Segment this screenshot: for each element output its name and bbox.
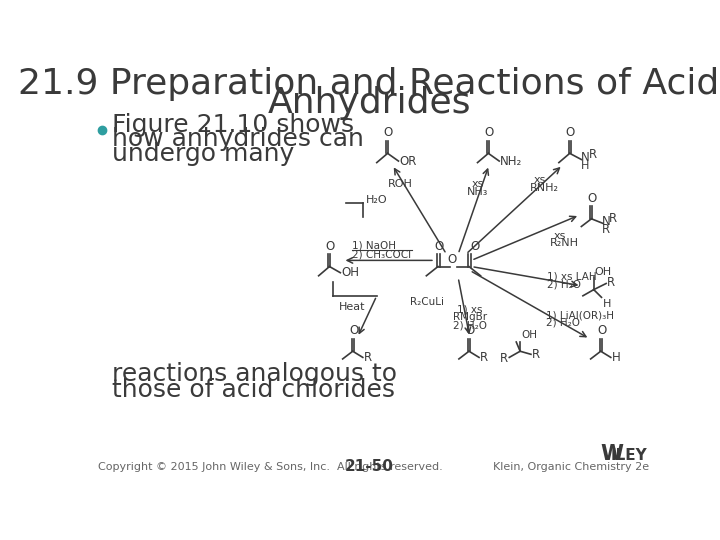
Text: xs: xs (534, 176, 546, 185)
Text: xs: xs (472, 179, 484, 189)
Text: xs: xs (554, 231, 566, 241)
Text: 1) xs LAH: 1) xs LAH (547, 272, 597, 281)
Text: R: R (480, 351, 488, 364)
Text: those of acid chlorides: those of acid chlorides (112, 378, 395, 402)
Text: R: R (589, 148, 597, 161)
Text: reactions analogous to: reactions analogous to (112, 362, 397, 386)
Text: Copyright © 2015 John Wiley & Sons, Inc.  All rights reserved.: Copyright © 2015 John Wiley & Sons, Inc.… (98, 462, 443, 472)
Text: H₂O: H₂O (366, 194, 387, 205)
Text: R: R (601, 223, 610, 236)
Text: OH: OH (521, 330, 537, 340)
Text: NH₃: NH₃ (467, 187, 488, 197)
Text: O: O (434, 240, 444, 253)
Text: R₂CuLi: R₂CuLi (410, 297, 444, 307)
Text: R: R (532, 348, 540, 361)
Text: 2) CH₃COCl: 2) CH₃COCl (352, 250, 411, 260)
Text: O: O (471, 240, 480, 253)
Text: OR: OR (399, 154, 417, 167)
Text: OH: OH (341, 266, 359, 279)
Text: 1) LiAl(OR)₃H: 1) LiAl(OR)₃H (546, 310, 613, 320)
Text: O: O (349, 325, 358, 338)
Text: 2) H₂O: 2) H₂O (547, 279, 581, 289)
Text: 21-50: 21-50 (345, 459, 393, 474)
Text: O: O (447, 253, 456, 266)
Text: R: R (364, 351, 372, 364)
Text: ROH: ROH (387, 179, 413, 189)
Text: N: N (601, 214, 611, 228)
Text: R: R (500, 353, 508, 366)
Text: how anhydrides can: how anhydrides can (112, 127, 364, 152)
Text: N: N (581, 151, 590, 164)
Text: RMgBr: RMgBr (453, 312, 487, 322)
Text: RNH₂: RNH₂ (530, 183, 559, 193)
Text: O: O (325, 240, 335, 253)
Text: O: O (465, 325, 474, 338)
Text: O: O (597, 325, 606, 338)
Text: 2) H₂O: 2) H₂O (546, 318, 580, 328)
Text: undergo many: undergo many (112, 142, 294, 166)
Text: Klein, Organic Chemistry 2e: Klein, Organic Chemistry 2e (493, 462, 649, 472)
Text: Figure 21.10 shows: Figure 21.10 shows (112, 113, 355, 137)
Text: Heat: Heat (338, 302, 365, 312)
Text: H: H (581, 161, 590, 171)
Text: O: O (384, 126, 393, 139)
Text: ILEY: ILEY (611, 448, 647, 463)
Text: R₂NH: R₂NH (550, 239, 580, 248)
Text: NH₂: NH₂ (500, 154, 522, 167)
Text: O: O (485, 126, 494, 139)
Text: H: H (603, 299, 611, 309)
Text: O: O (566, 126, 575, 139)
Text: 1) xs: 1) xs (456, 305, 482, 315)
Text: OH: OH (595, 267, 612, 276)
Text: 2) H₂O: 2) H₂O (453, 320, 487, 330)
Text: R: R (607, 276, 615, 289)
Text: R: R (609, 212, 617, 225)
Text: Anhydrides: Anhydrides (267, 86, 471, 120)
Text: 21.9 Preparation and Reactions of Acid: 21.9 Preparation and Reactions of Acid (19, 67, 719, 101)
Text: O: O (588, 192, 597, 205)
Text: W: W (600, 444, 623, 464)
Text: H: H (611, 351, 621, 364)
Text: 1) NaOH: 1) NaOH (352, 241, 396, 251)
